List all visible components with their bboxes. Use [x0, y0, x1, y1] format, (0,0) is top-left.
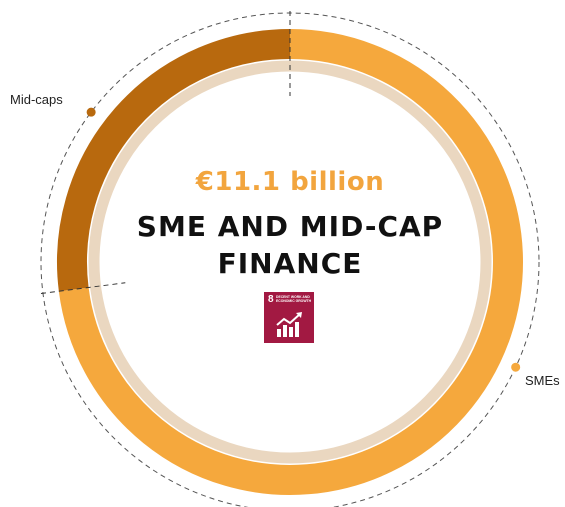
smes-marker — [511, 362, 521, 372]
title-line-2: FINANCE — [217, 247, 363, 280]
total-amount: €11.1 billion — [195, 167, 385, 197]
sdg-8-badge: 8 DECENT WORK AND ECONOMIC GROWTH — [264, 292, 314, 343]
growth-chart-icon — [276, 312, 302, 337]
sdg-text: DECENT WORK AND ECONOMIC GROWTH — [276, 295, 312, 304]
page-title: SME AND MID-CAP FINANCE — [0, 208, 565, 282]
label-mid-caps: Mid-caps — [10, 92, 63, 107]
mid-caps-marker — [86, 107, 96, 117]
title-line-1: SME AND MID-CAP — [136, 210, 444, 243]
label-smes: SMEs — [525, 373, 560, 388]
slice-smes — [58, 29, 523, 495]
slice-mid-caps — [57, 29, 291, 292]
sdg-number: 8 — [268, 294, 274, 305]
